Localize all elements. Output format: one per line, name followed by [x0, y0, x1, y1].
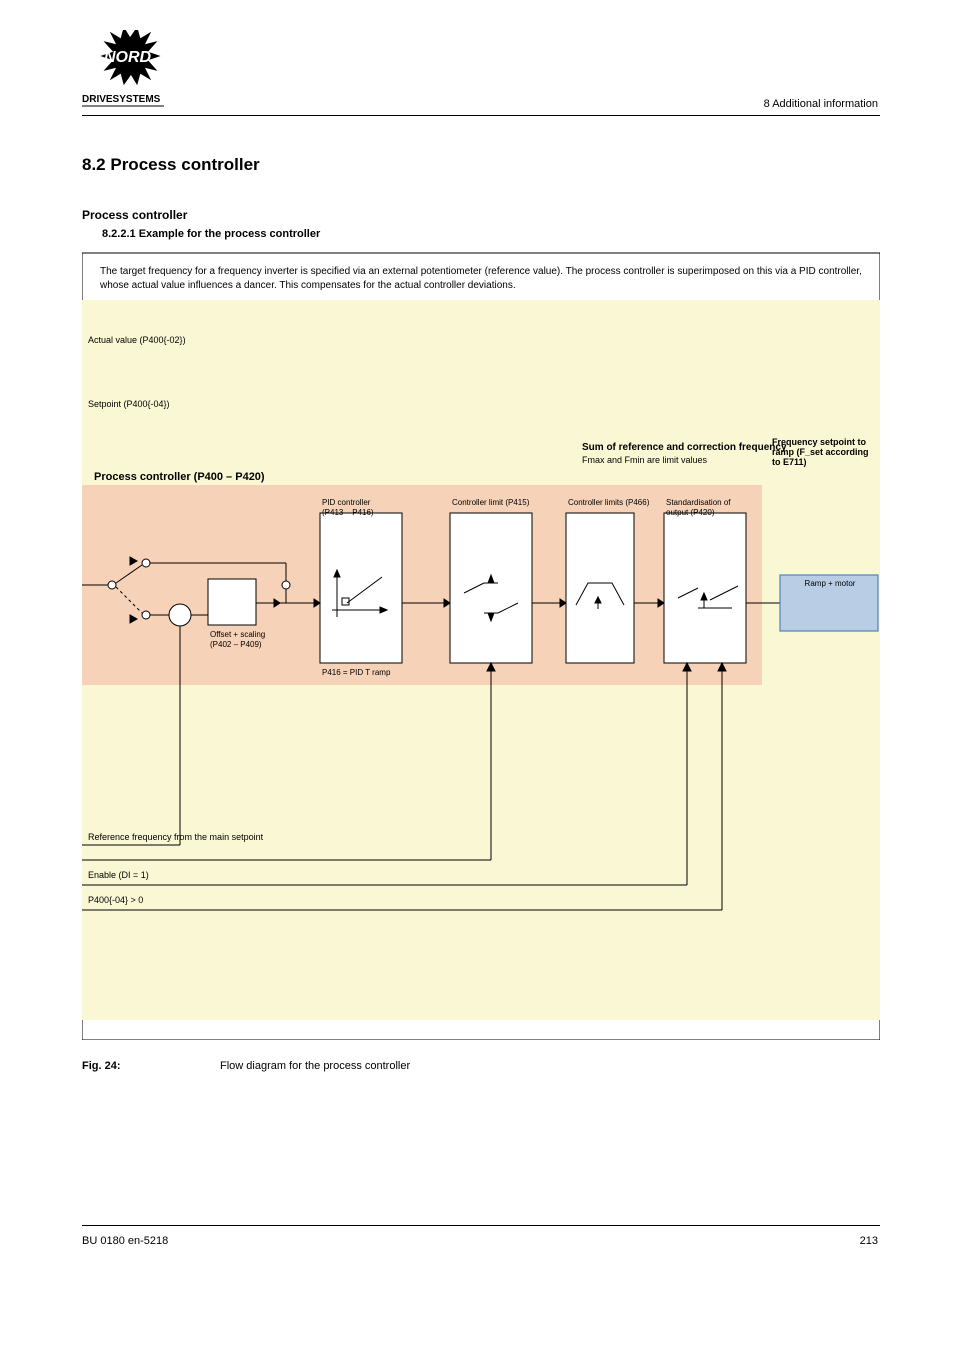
svg-text:NORD: NORD [104, 49, 152, 66]
header-divider [82, 115, 880, 116]
right-block-title: Frequency setpoint to ramp (F_set accord… [772, 437, 869, 467]
ref-freq-label: Reference frequency from the main setpoi… [88, 832, 264, 842]
footer-divider [82, 1225, 880, 1226]
panel-title: Process controller (P400 – P420) [94, 471, 265, 483]
page-number: 213 [860, 1235, 878, 1247]
svg-text:DRIVESYSTEMS: DRIVESYSTEMS [82, 94, 161, 105]
ramp-sub: P416 = PID T ramp [322, 668, 391, 677]
actual-value-label: Actual value (P400{-02}) [88, 335, 186, 345]
footer-doc-id: BU 0180 en-5218 [82, 1235, 168, 1247]
sum-body: Fmax and Fmin are limit values [582, 455, 708, 465]
scaling-label: Offset + scaling [210, 630, 265, 639]
section-heading: 8.2 Process controller [82, 155, 260, 175]
enable-label: Enable (DI = 1) [88, 870, 149, 880]
brand-logo: NORD DRIVESYSTEMS [82, 30, 192, 110]
block2-label: Controller limit (P415) [452, 498, 530, 507]
blue-box-label: Ramp + motor [805, 579, 856, 588]
svg-text:(P402 – P409): (P402 – P409) [210, 640, 262, 649]
svg-text:output (P420): output (P420) [666, 508, 715, 517]
p400-04-label: P400{-04} > 0 [88, 895, 143, 905]
page: NORD DRIVESYSTEMS 8 Additional informati… [0, 0, 954, 1350]
diagram-title: Process controller [82, 208, 188, 222]
block3-label: Controller limits (P466) [568, 498, 650, 507]
process-controller-diagram: Process controller 8.2.2.1 Example for t… [82, 205, 880, 1040]
setpoint-label: Setpoint (P400{-04}) [88, 399, 170, 409]
svg-text:Standardisation of: Standardisation of [666, 498, 731, 507]
svg-text:(P413 – P416): (P413 – P416) [322, 508, 374, 517]
subsection-body: The target frequency for a frequency inv… [100, 266, 862, 291]
sum-title: Sum of reference and correction frequenc… [582, 442, 787, 453]
pid-label: PID controller [322, 498, 371, 507]
subsection-heading: 8.2.2.1 Example for the process controll… [102, 228, 321, 240]
header-breadcrumb: 8 Additional information [764, 98, 878, 110]
figure-caption: Fig. 24: [82, 1060, 121, 1072]
figure-title: Flow diagram for the process controller [220, 1060, 410, 1072]
